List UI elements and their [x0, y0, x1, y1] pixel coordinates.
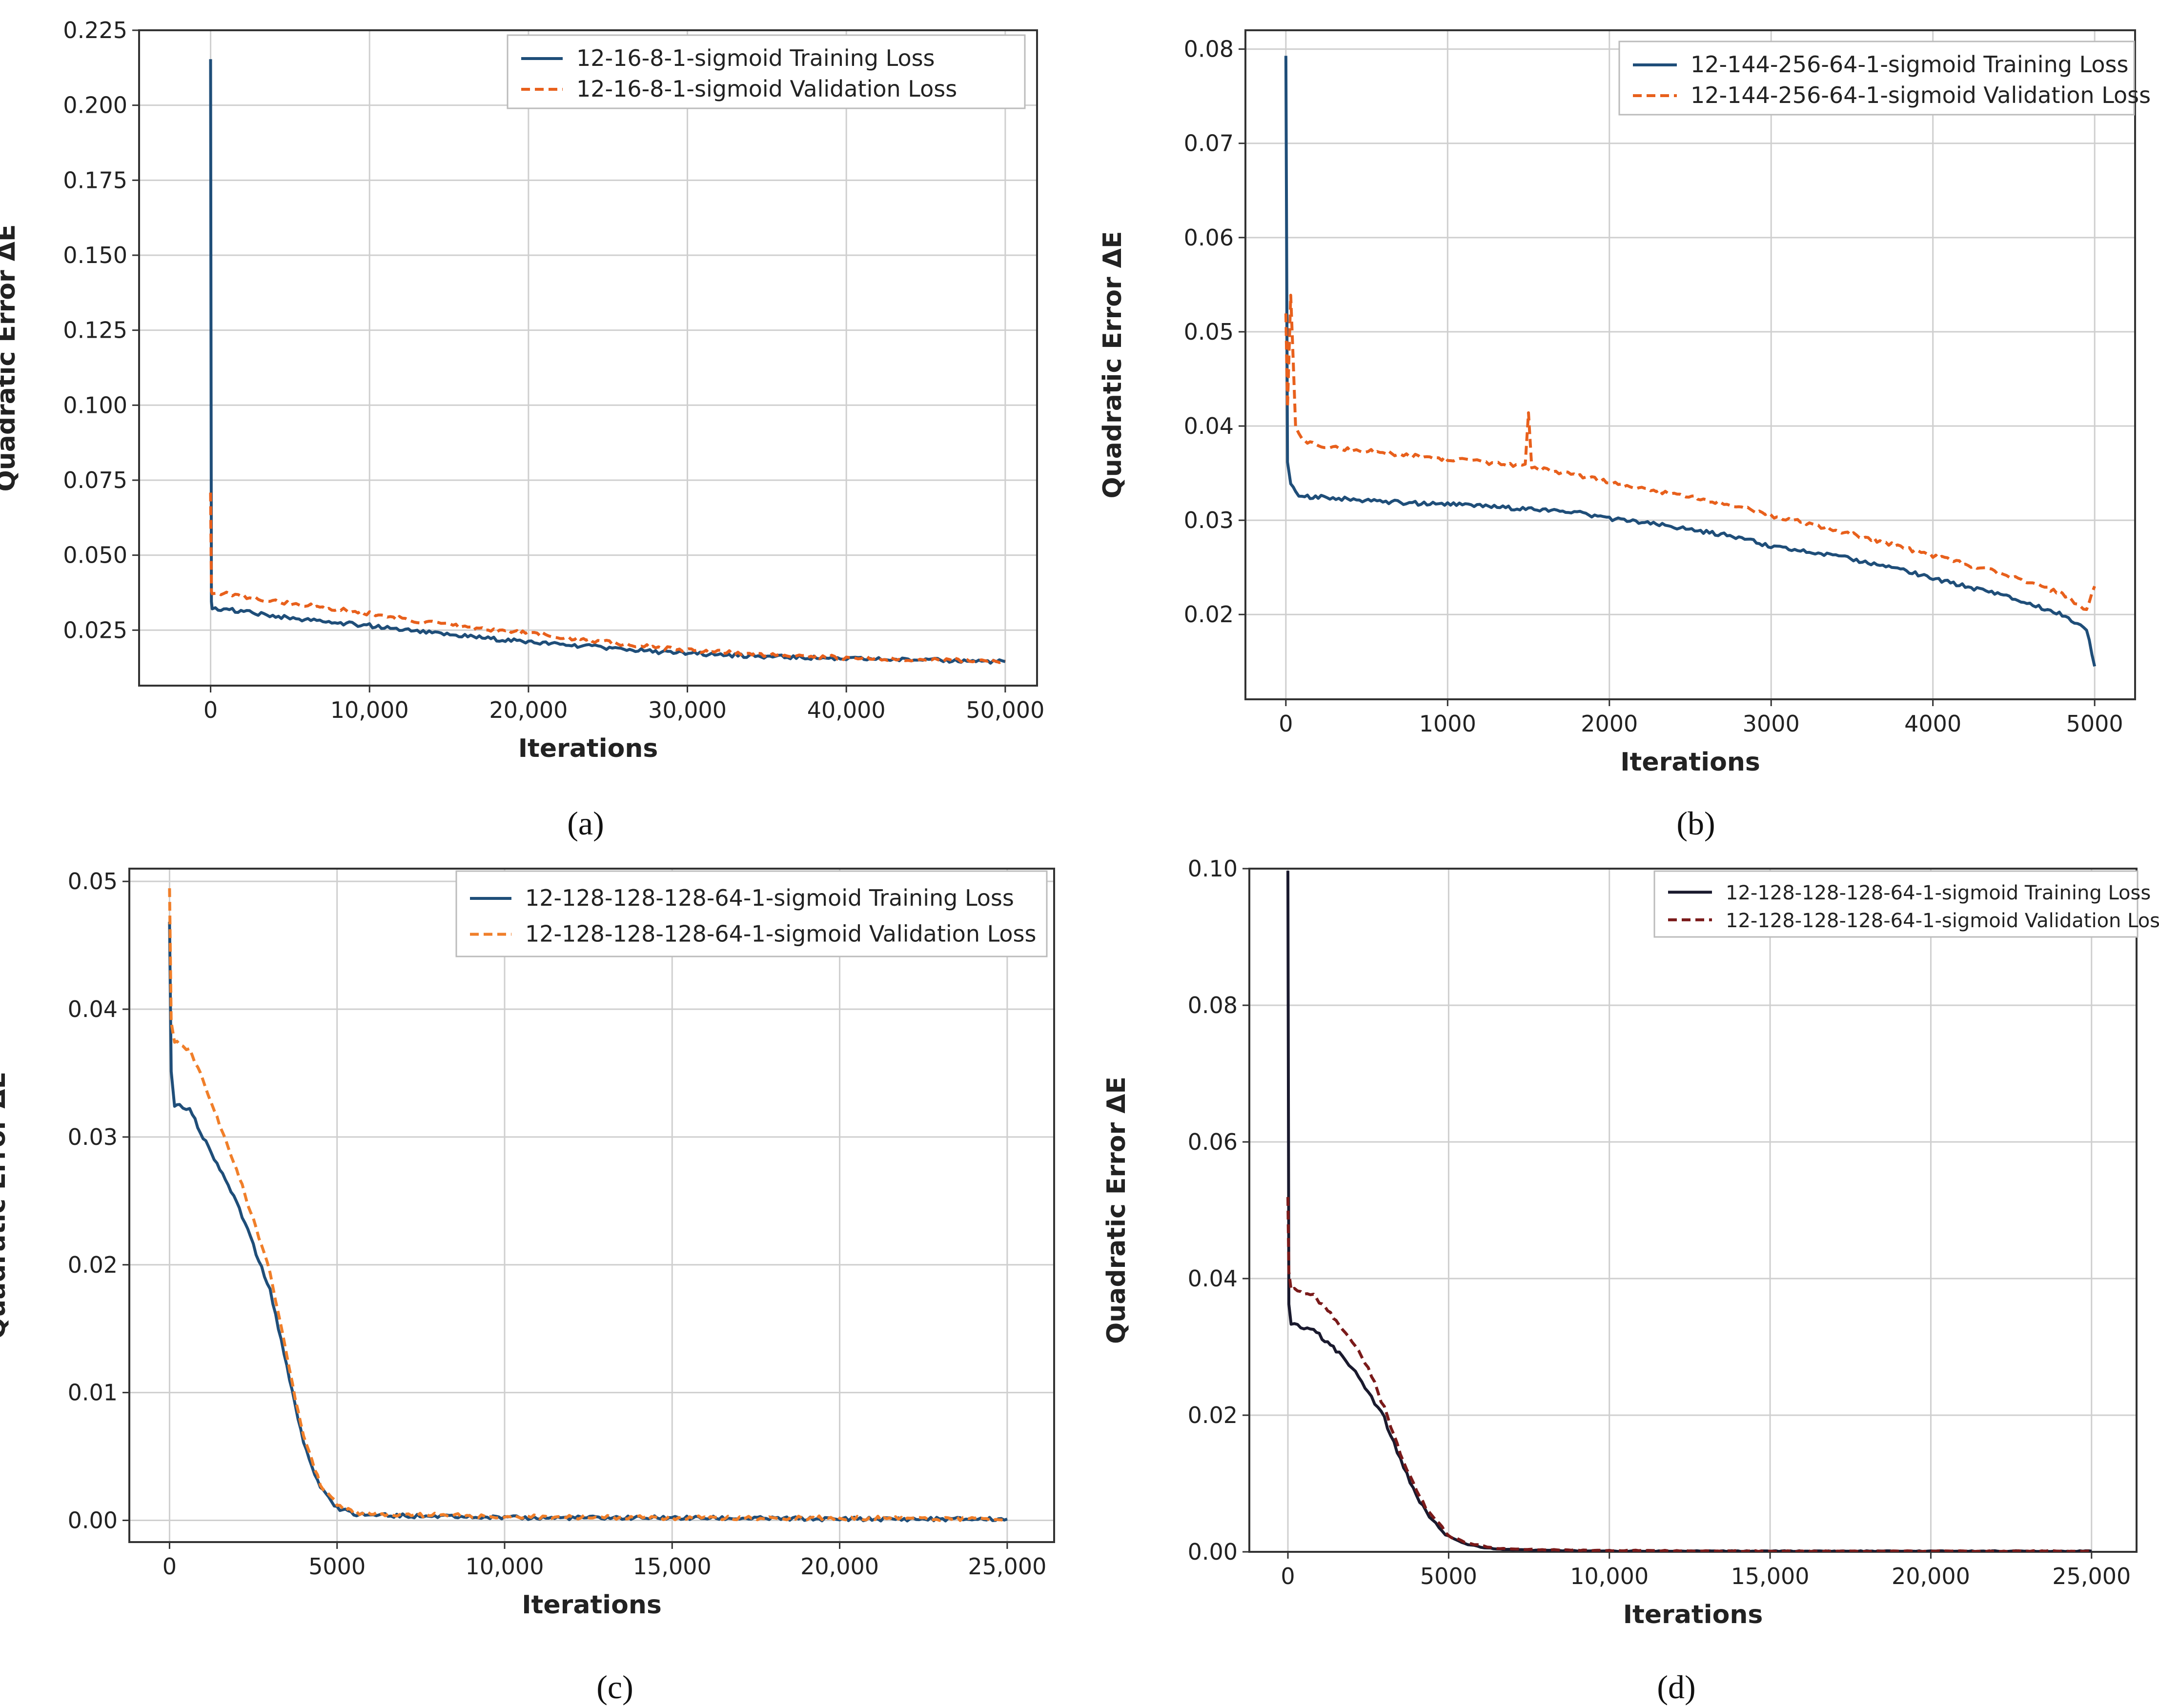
- series-line-validation: [1286, 1197, 2092, 1552]
- series-line-training: [209, 59, 1006, 665]
- series-line-validation: [1284, 293, 2096, 611]
- chart-d: 0 5000 10,000 15,000 20,000 25,000 0.00 0.02 0.0…: [1102, 855, 2159, 1706]
- y-tick-label: 0.100: [63, 392, 127, 418]
- plot-frame: [128, 868, 1055, 1543]
- subfigure-caption: (a): [567, 805, 604, 842]
- legend-entry-validation: 12-16-8-1-sigmoid Validation Loss: [576, 76, 957, 102]
- y-tick-label: 0.025: [63, 617, 127, 643]
- x-tick-label: 5000: [308, 1553, 366, 1580]
- y-tick-label: 0.07: [1184, 130, 1234, 157]
- subfigure-caption: (c): [596, 1668, 633, 1706]
- legend: 12-16-8-1-sigmoid Training Loss 12-16-8-1…: [507, 34, 1026, 109]
- chart-a: 0 10,000 20,000 30,000 40,000 50,000 0.025 0.05…: [0, 17, 1044, 842]
- y-tick-label: 0.125: [63, 317, 127, 344]
- y-axis-label: Quadratic Error ΔE: [0, 1072, 11, 1339]
- y-tick-label: 0.10: [1188, 855, 1238, 882]
- y-tick-label: 0.08: [1184, 36, 1234, 62]
- legend-entry-validation: 12-128-128-128-64-1-sigmoid Validation L…: [525, 921, 1037, 947]
- y-tick-label: 0.175: [63, 167, 127, 193]
- y-axis-label: Quadratic Error ΔE: [0, 224, 21, 492]
- y-tick-label: 0.06: [1184, 224, 1234, 251]
- plot-frame: [1248, 868, 2138, 1553]
- legend: 12-128-128-128-64-1-sigmoid Training Los…: [1653, 870, 2159, 938]
- subfigure-caption: (b): [1676, 805, 1715, 842]
- y-tick-label: 0.050: [63, 542, 127, 569]
- y-tick-label: 0.00: [1188, 1539, 1238, 1565]
- subfigure-caption: (d): [1657, 1668, 1695, 1706]
- x-tick-label: 10,000: [1570, 1563, 1649, 1589]
- legend-box: [507, 34, 1026, 109]
- x-tick-label: 40,000: [807, 697, 886, 723]
- y-tick-label: 0.08: [1188, 992, 1238, 1018]
- y-tick-label: 0.225: [63, 17, 127, 43]
- x-axis-label: Iterations: [518, 734, 658, 763]
- x-tick-label: 5000: [1420, 1563, 1477, 1589]
- chart-b: 0 1000 2000 3000 4000 5000 0.02 0.03 0.04 0.05 0.0…: [1098, 29, 2151, 842]
- plot-frame: [138, 29, 1038, 687]
- y-tick-label: 0.150: [63, 242, 127, 268]
- y-tick-label: 0.05: [68, 868, 118, 895]
- x-tick-label: 10,000: [466, 1553, 544, 1580]
- y-tick-label: 0.02: [1188, 1402, 1238, 1428]
- x-tick-label: 30,000: [648, 697, 727, 723]
- y-tick-label: 0.06: [1188, 1129, 1238, 1155]
- legend-entry-training: 12-144-256-64-1-sigmoid Training Loss: [1691, 51, 2128, 78]
- legend-entry-training: 12-128-128-128-64-1-sigmoid Training Los…: [525, 885, 1014, 911]
- y-tick-label: 0.03: [68, 1124, 118, 1150]
- x-axis-label: Iterations: [522, 1590, 662, 1620]
- x-tick-label: 10,000: [330, 697, 409, 723]
- x-axis-label: Iterations: [1623, 1600, 1763, 1629]
- legend-box: [455, 870, 1048, 957]
- legend-box: [1653, 870, 2139, 938]
- x-tick-label: 2000: [1581, 711, 1638, 737]
- x-tick-label: 0: [204, 697, 218, 723]
- x-axis-label: Iterations: [1620, 748, 1760, 777]
- x-tick-label: 0: [163, 1553, 177, 1580]
- y-tick-label: 0.04: [68, 996, 118, 1022]
- y-tick-label: 0.075: [63, 467, 127, 493]
- y-tick-label: 0.02: [68, 1252, 118, 1278]
- y-tick-label: 0.02: [1184, 601, 1234, 628]
- x-tick-label: 20,000: [1892, 1563, 1970, 1589]
- chart-c: 0 5000 10,000 15,000 20,000 25,000 0.00 0.01 0.0…: [0, 868, 1055, 1706]
- series-line-validation: [209, 492, 1006, 664]
- y-tick-label: 0.00: [68, 1507, 118, 1533]
- x-tick-label: 25,000: [2052, 1563, 2131, 1589]
- x-tick-label: 15,000: [1731, 1563, 1810, 1589]
- x-tick-label: 0: [1281, 1563, 1295, 1589]
- x-tick-label: 50,000: [966, 697, 1044, 723]
- series-line-training: [168, 921, 1008, 1523]
- x-tick-label: 1000: [1419, 711, 1476, 737]
- x-tick-label: 20,000: [489, 697, 568, 723]
- y-tick-label: 0.01: [68, 1380, 118, 1406]
- legend-box: [1618, 41, 2135, 116]
- legend: 12-128-128-128-64-1-sigmoid Training Los…: [455, 870, 1048, 957]
- legend-entry-training: 12-16-8-1-sigmoid Training Loss: [576, 45, 935, 71]
- y-tick-label: 0.200: [63, 92, 127, 119]
- series-line-training: [1284, 56, 2097, 667]
- x-tick-label: 4000: [1904, 711, 1961, 737]
- x-tick-label: 0: [1279, 711, 1293, 737]
- x-tick-label: 3000: [1743, 711, 1800, 737]
- y-tick-label: 0.04: [1184, 413, 1234, 439]
- y-axis-label: Quadratic Error ΔE: [1102, 1077, 1131, 1344]
- plot-frame: [1244, 29, 2136, 700]
- series-line-training: [1286, 871, 2092, 1552]
- series-line-validation: [168, 888, 1008, 1523]
- y-tick-label: 0.05: [1184, 319, 1234, 345]
- x-tick-label: 20,000: [800, 1553, 879, 1580]
- legend: 12-144-256-64-1-sigmoid Training Loss 12-…: [1618, 41, 2151, 116]
- x-tick-label: 25,000: [968, 1553, 1046, 1580]
- y-tick-label: 0.03: [1184, 507, 1234, 533]
- x-tick-label: 15,000: [633, 1553, 712, 1580]
- legend-entry-training: 12-128-128-128-64-1-sigmoid Training Los…: [1726, 882, 2151, 904]
- legend-entry-validation: 12-128-128-128-64-1-sigmoid Validation L…: [1726, 910, 2159, 932]
- y-tick-label: 0.04: [1188, 1265, 1238, 1292]
- legend-entry-validation: 12-144-256-64-1-sigmoid Validation Loss: [1691, 82, 2151, 108]
- y-axis-label: Quadratic Error ΔE: [1098, 231, 1127, 499]
- x-tick-label: 5000: [2066, 711, 2123, 737]
